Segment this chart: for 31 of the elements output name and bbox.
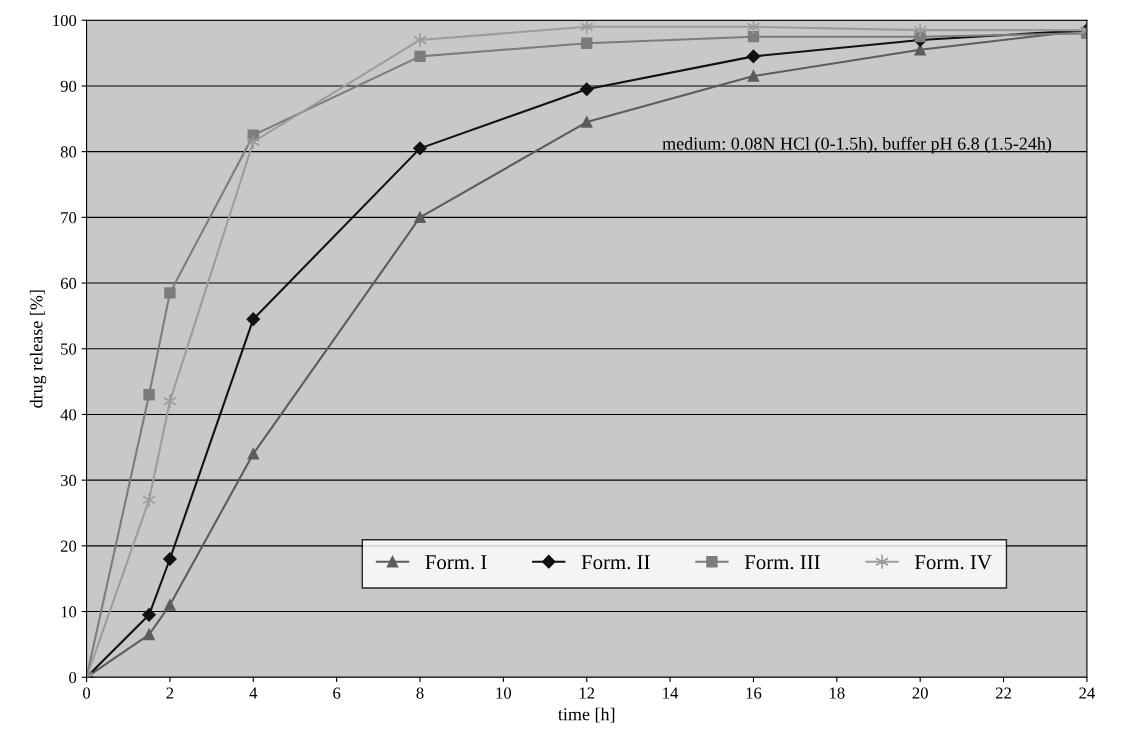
y-tick-label: 90 [60, 80, 77, 92]
y-tick-label: 70 [61, 212, 77, 224]
legend-label: Form. II [581, 555, 650, 570]
y-tick-label: 80 [60, 146, 77, 158]
y-tick-label: 20 [60, 540, 77, 552]
legend-label: Form. III [744, 555, 820, 570]
x-tick-label: 24 [1079, 687, 1095, 699]
x-tick-label: 16 [746, 687, 762, 699]
y-tick-label: 10 [61, 606, 77, 618]
x-tick-label: 12 [579, 687, 595, 699]
x-tick-label: 10 [496, 687, 512, 699]
legend-label: Form. I [425, 555, 487, 570]
x-tick-label: 18 [829, 687, 845, 699]
x-tick-label: 8 [416, 687, 424, 699]
annotation: medium: 0.08N HCl (0-1.5h), buffer pH 6.8 (1.5-24h) [662, 136, 1052, 154]
y-tick-label: 30 [60, 474, 77, 487]
y-tick-label: 0 [69, 671, 77, 684]
x-tick-label: 20 [912, 687, 928, 699]
x-tick-label: 2 [166, 687, 174, 699]
y-axis-title: drug release [%] [29, 290, 47, 408]
x-axis-title: time [h] [558, 707, 615, 723]
y-tick-label: 60 [60, 277, 77, 289]
x-tick-label: 0 [83, 687, 91, 699]
legend-label: Form. IV [914, 555, 992, 570]
x-tick-label: 14 [663, 687, 679, 699]
y-tick-label: 40 [60, 409, 77, 421]
x-tick-label: 22 [995, 687, 1011, 699]
y-tick-label: 50 [61, 343, 77, 355]
y-tick-label: 100 [53, 14, 77, 27]
x-tick-label: 4 [249, 687, 258, 699]
x-tick-label: 6 [333, 687, 341, 699]
